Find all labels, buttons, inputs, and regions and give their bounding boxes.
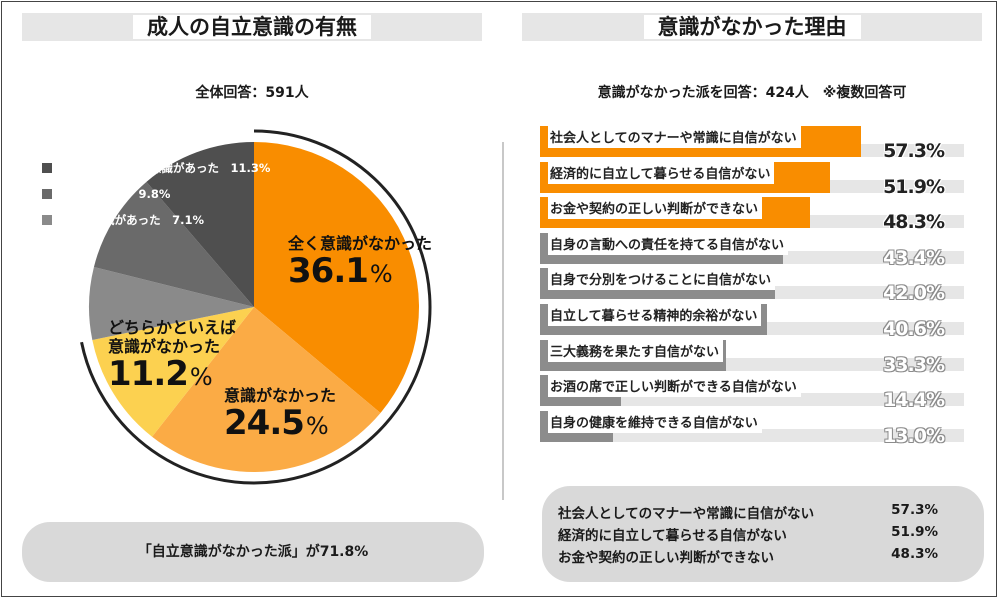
legend-item: どちらかといえば意識があった 11.3% [41, 160, 271, 176]
top3-summary-pill [542, 486, 984, 582]
pie-slice [152, 307, 381, 472]
bar-row: 自立して暮らせる精神的余裕がない 40.6% [540, 304, 964, 340]
bar-value-label: 33.3% [883, 353, 945, 376]
bar-row: 自身の健康を維持できる自信がない 13.0% [540, 410, 964, 447]
bar-category-label: お金や契約の正しい判断ができない [548, 197, 763, 220]
top3-row: 経済的に自立して暮らせる自信がない 51.9% [558, 524, 938, 544]
bar-row: 経済的に自立して暮らせる自信がない 51.9% [540, 161, 964, 198]
top3-label: 経済的に自立して暮らせる自信がない [558, 528, 787, 544]
pie-slice [254, 142, 419, 413]
bar-row: お金や契約の正しい判断ができない 48.3% [540, 197, 964, 233]
right-panel-subtitle: 意識がなかった派を回答：424人 ※複数回答可 [597, 85, 907, 101]
pie-slice-label: 全く意識がなかった 36.1% [288, 234, 433, 291]
bar-category-label: 社会人としてのマナーや常識に自信がない [548, 126, 801, 148]
legend-item: 意識があった 9.8% [41, 186, 171, 202]
bar-row: 自身で分別をつけることに自信がない 42.0% [540, 268, 964, 304]
top3-label: お金や契約の正しい判断ができない [558, 550, 774, 566]
legend-swatch [41, 162, 53, 174]
bar-value-label: 14.4% [883, 389, 945, 412]
bar-category-label: 経済的に自立して暮らせる自信がない [548, 161, 775, 184]
bar-row: お酒の席で正しい判断ができる自信がない 14.4% [540, 375, 964, 411]
summary-text: 「自立意識がなかった派」が71.8% [137, 544, 369, 560]
bar-value-label: 42.0% [883, 282, 945, 305]
pie-slice [92, 307, 254, 437]
pie-slice [146, 142, 254, 307]
bar-value-label: 40.6% [883, 318, 945, 340]
pie-chart [80, 129, 432, 485]
legend-item: とても意識があった 7.1% [41, 212, 204, 228]
bar-row: 三大義務を果たす自信がない 33.3% [540, 339, 964, 376]
top3-value: 48.3% [891, 546, 938, 562]
left-panel-subtitle: 全体回答：591人 [195, 85, 309, 101]
top3-value: 57.3% [891, 502, 938, 518]
bar-value-label: 43.4% [883, 246, 945, 269]
top3-row: 社会人としてのマナーや常識に自信がない 57.3% [558, 502, 938, 522]
bar-category-label: 自身で分別をつけることに自信がない [548, 268, 776, 291]
bar-category-label: お酒の席で正しい判断ができる自信がない [548, 375, 801, 398]
bar-category-label: 自身の健康を維持できる自信がない [548, 410, 762, 433]
bar-category-label: 三大義務を果たす自信がない [548, 339, 724, 362]
bar-category-label: 自立して暮らせる精神的余裕がない [548, 304, 762, 326]
bar-row: 社会人としてのマナーや常識に自信がない 57.3% [540, 126, 964, 162]
no-awareness-bracket-arc [80, 129, 432, 485]
legend-label: どちらかといえば意識があった 11.3% [58, 161, 271, 175]
legend-swatch [41, 188, 53, 200]
top3-value: 51.9% [891, 524, 938, 540]
top3-label: 社会人としてのマナーや常識に自信がない [558, 506, 815, 522]
bar-value-label: 51.9% [883, 175, 945, 198]
bar-value-label: 48.3% [883, 211, 945, 234]
bar-value-label: 57.3% [883, 140, 945, 162]
bar-row: 自身の言動への責任を持てる自信がない 43.4% [540, 232, 964, 269]
bar-value-label: 13.0% [883, 424, 945, 447]
pie-slice [88, 266, 254, 340]
summary-pill: 「自立意識がなかった派」が71.8% [22, 522, 484, 582]
legend-label: 意識があった 9.8% [58, 187, 171, 201]
pie-slice-label: 意識がなかった 24.5% [224, 386, 337, 443]
pie-slice [93, 181, 255, 307]
legend-swatch [41, 214, 53, 226]
pie-slice-label: どちらかといえば 意識がなかった 11.2% [108, 318, 237, 394]
bar-category-label: 自身の言動への責任を持てる自信がない [548, 232, 789, 255]
right-panel-title: 意識がなかった理由 [522, 13, 982, 41]
legend-label: とても意識があった 7.1% [58, 213, 204, 227]
left-panel-title: 成人の自立意識の有無 [22, 13, 482, 41]
panel-divider [502, 142, 504, 500]
top3-row: お金や契約の正しい判断ができない 48.3% [558, 546, 938, 566]
